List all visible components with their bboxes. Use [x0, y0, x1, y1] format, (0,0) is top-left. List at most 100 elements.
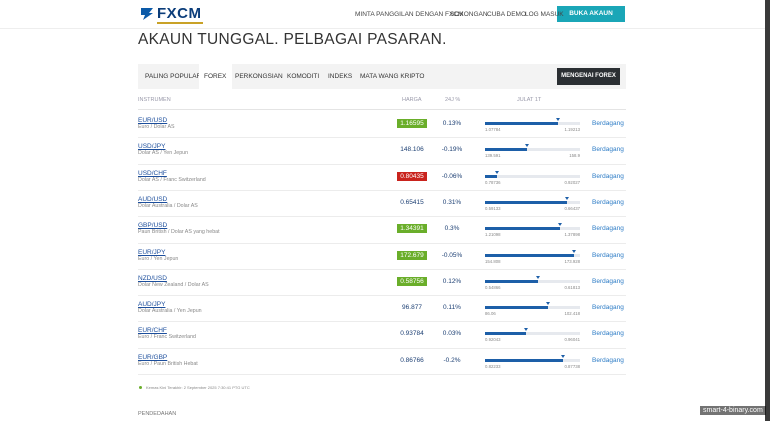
row-divider — [138, 374, 626, 375]
range-low: 0.59133 — [485, 206, 501, 211]
range-pointer — [561, 355, 565, 358]
range-fill — [485, 306, 548, 309]
range-high: 102.418 — [564, 311, 580, 316]
instrument-name: Dolar New Zealand / Dolar AS — [138, 282, 209, 288]
tab[interactable]: PALING POPULAR — [145, 73, 201, 80]
page-heading: AKAUN TUNGGAL. PELBAGAI PASARAN. — [138, 31, 447, 49]
row-divider — [138, 348, 626, 349]
tab[interactable]: MATA WANG KRIPTO — [360, 73, 424, 80]
symbol[interactable]: AUD/JPY — [138, 301, 165, 308]
range-high: 1.19213 — [564, 127, 580, 132]
range-low: 0.82233 — [485, 364, 501, 369]
instrument-name: Euro / Dolar AS — [138, 124, 175, 130]
trade-link[interactable]: Berdagang — [592, 357, 624, 364]
trade-link[interactable]: Berdagang — [592, 304, 624, 311]
range-high: 0.92027 — [564, 180, 580, 185]
trade-link[interactable]: Berdagang — [592, 252, 624, 259]
range-high: 173.928 — [564, 259, 580, 264]
symbol[interactable]: EUR/USD — [138, 117, 167, 124]
tab[interactable]: FOREX — [204, 73, 226, 80]
change: 0.13% — [432, 120, 472, 127]
price: 1.16595 — [397, 119, 427, 128]
row-divider — [138, 243, 626, 244]
column-header: INSTRUMEN — [138, 97, 171, 103]
status-dot — [139, 386, 142, 389]
logo-text: FXCM — [157, 5, 202, 22]
range-track — [485, 175, 580, 178]
about-forex-button[interactable]: MENGENAI FOREX — [557, 68, 620, 85]
change: -0.2% — [432, 357, 472, 364]
trade-link[interactable]: Berdagang — [592, 225, 624, 232]
range-fill — [485, 227, 560, 230]
instrument-name: Dolar AS / Yen Jepun — [138, 150, 188, 156]
range-pointer — [525, 144, 529, 147]
change: 0.3% — [432, 225, 472, 232]
footnote: Kemas Kini Terakhir: 2 September 2025 7:… — [146, 385, 250, 390]
change: -0.06% — [432, 173, 472, 180]
nav-link[interactable]: LOG MASUK — [525, 11, 564, 18]
trade-link[interactable]: Berdagang — [592, 278, 624, 285]
symbol[interactable]: USD/CHF — [138, 170, 167, 177]
instrument-name: Dolar Australia / Dolar AS — [138, 203, 198, 209]
range-low: 154.808 — [485, 259, 501, 264]
symbol[interactable]: EUR/JPY — [138, 249, 165, 256]
price: 1.34391 — [397, 224, 427, 233]
trade-link[interactable]: Berdagang — [592, 199, 624, 206]
range-fill — [485, 332, 526, 335]
logo-icon — [139, 6, 155, 22]
price: 96.877 — [397, 303, 427, 312]
change: 0.11% — [432, 304, 472, 311]
symbol[interactable]: USD/JPY — [138, 143, 165, 150]
range-pointer — [556, 118, 560, 121]
range-pointer — [536, 276, 540, 279]
range-high: 158.9 — [569, 153, 580, 158]
range-low: 0.54866 — [485, 285, 501, 290]
symbol[interactable]: EUR/CHF — [138, 327, 167, 334]
symbol[interactable]: EUR/GBP — [138, 354, 167, 361]
tab[interactable]: KOMODITI — [287, 73, 319, 80]
nav-link[interactable]: CUBA DEMO — [487, 11, 526, 18]
section-title: PENDEDAHAN — [138, 411, 176, 417]
tab[interactable]: INDEKS — [328, 73, 352, 80]
nav-link[interactable]: SOKONGAN — [450, 11, 488, 18]
column-header: JULAT 1T — [517, 97, 541, 103]
trade-link[interactable]: Berdagang — [592, 120, 624, 127]
symbol[interactable]: NZD/USD — [138, 275, 167, 282]
change: 0.31% — [432, 199, 472, 206]
range-high: 0.61813 — [564, 285, 580, 290]
range-low: 1.07784 — [485, 127, 501, 132]
change: 0.03% — [432, 330, 472, 337]
open-account-button[interactable]: BUKA AKAUN — [557, 6, 625, 22]
trade-link[interactable]: Berdagang — [592, 330, 624, 337]
trade-link[interactable]: Berdagang — [592, 173, 624, 180]
price: 148.106 — [397, 145, 427, 154]
nav-link[interactable]: MINTA PANGGILAN DENGAN FXCM — [355, 11, 463, 18]
range-high: 0.66437 — [564, 206, 580, 211]
range-fill — [485, 280, 538, 283]
price: 0.86766 — [397, 356, 427, 365]
instrument-name: Paun British / Dolar AS yang hebat — [138, 229, 220, 235]
range-fill — [485, 254, 574, 257]
symbol[interactable]: AUD/USD — [138, 196, 167, 203]
column-header: HARGA — [402, 97, 422, 103]
range-low: 0.92043 — [485, 337, 501, 342]
tab[interactable]: PERKONGSIAN — [235, 73, 283, 80]
range-pointer — [546, 302, 550, 305]
price: 0.58756 — [397, 277, 427, 286]
column-header: 24J % — [445, 97, 460, 103]
range-low: 0.78736 — [485, 180, 501, 185]
range-fill — [485, 175, 497, 178]
header-rule — [138, 109, 626, 110]
scrollbar — [765, 0, 770, 421]
trade-link[interactable]: Berdagang — [592, 146, 624, 153]
row-divider — [138, 164, 626, 165]
symbol[interactable]: GBP/USD — [138, 222, 167, 229]
range-fill — [485, 148, 527, 151]
row-divider — [138, 190, 626, 191]
range-high: 0.87738 — [564, 364, 580, 369]
row-divider — [138, 321, 626, 322]
row-divider — [138, 137, 626, 138]
range-pointer — [572, 250, 576, 253]
instrument-name: Euro / Franc Switzerland — [138, 334, 196, 340]
